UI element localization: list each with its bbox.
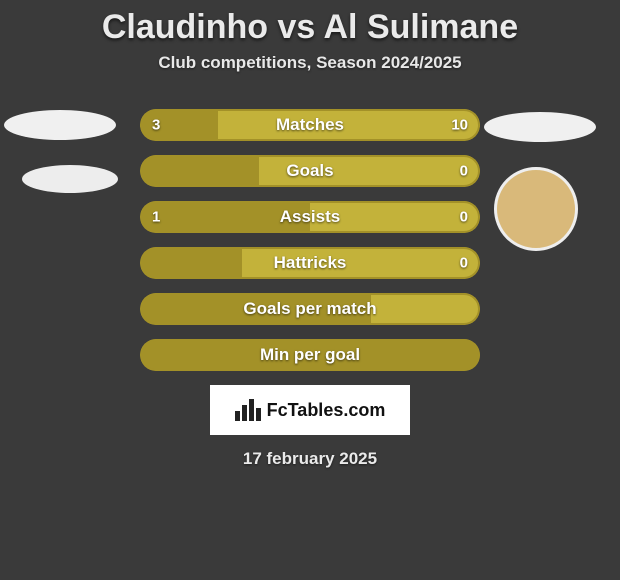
bar-value-right: 0 [460, 163, 468, 180]
bar-label: Goals per match [140, 299, 480, 319]
bar-value-right: 10 [451, 117, 468, 134]
bar-label: Hattricks [140, 253, 480, 273]
bar-label: Assists [140, 207, 480, 227]
chart-area: Matches310Goals0Assists10Hattricks0Goals… [0, 109, 620, 371]
stat-bars: Matches310Goals0Assists10Hattricks0Goals… [140, 109, 480, 371]
bar-label: Matches [140, 115, 480, 135]
decor-ellipse [484, 112, 596, 142]
stat-bar: Goals0 [140, 155, 480, 187]
stat-bar: Min per goal [140, 339, 480, 371]
stat-bar: Goals per match [140, 293, 480, 325]
bar-value-right: 0 [460, 209, 468, 226]
decor-ellipse [22, 165, 118, 193]
stat-bar: Hattricks0 [140, 247, 480, 279]
date-label: 17 february 2025 [0, 449, 620, 469]
bar-label: Min per goal [140, 345, 480, 365]
bar-label: Goals [140, 161, 480, 181]
stat-bar: Assists1 0 [140, 201, 480, 233]
subtitle: Club competitions, Season 2024/2025 [0, 53, 620, 73]
logo-box: FcTables.com [210, 385, 410, 435]
bar-chart-icon [235, 399, 261, 421]
bar-value-left: 3 [152, 117, 160, 134]
player-badge [494, 167, 578, 251]
decor-ellipse [4, 110, 116, 140]
stat-bar: Matches3 10 [140, 109, 480, 141]
bar-value-left: 1 [152, 209, 160, 226]
logo-text: FcTables.com [267, 400, 386, 421]
bar-value-right: 0 [460, 255, 468, 272]
page-title: Claudinho vs Al Sulimane [0, 0, 620, 47]
